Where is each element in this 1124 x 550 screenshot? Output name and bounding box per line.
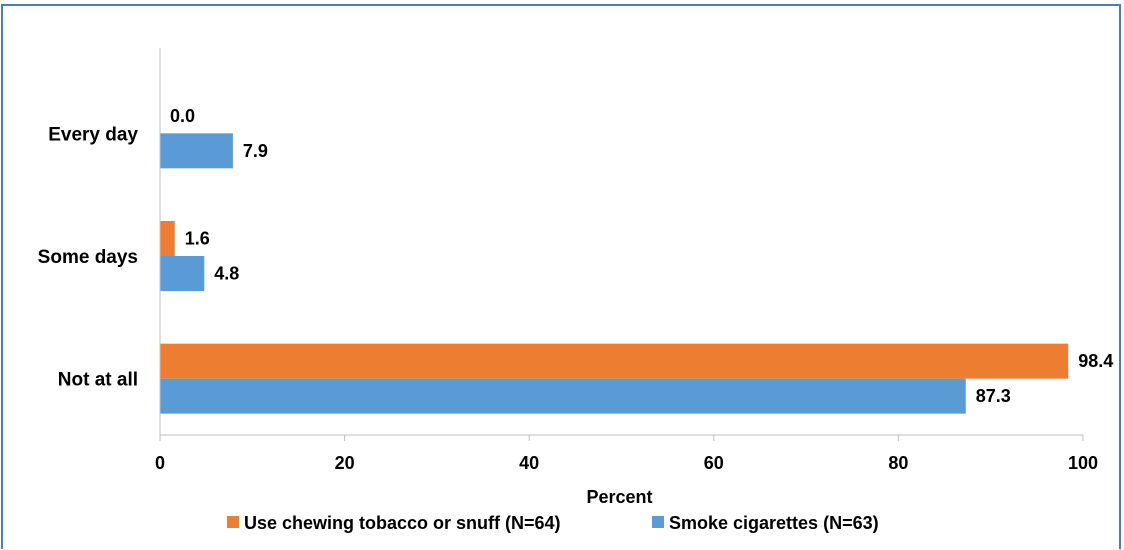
data-label: 0.0 (170, 106, 195, 126)
legend-label: Use chewing tobacco or snuff (N=64) (244, 513, 561, 533)
legend-swatch (652, 516, 664, 528)
category-label: Not at all (58, 370, 138, 391)
bar-cigarettes (160, 133, 233, 169)
bar-chewing-tobacco (160, 221, 175, 256)
data-label: 4.8 (214, 264, 239, 284)
x-tick-label: 40 (519, 453, 539, 473)
category-label: Some days (38, 247, 138, 268)
x-ticks-group: 0 20 40 60 80 100 (155, 435, 1098, 473)
x-tick-label: 80 (888, 453, 908, 473)
x-tick-label: 60 (704, 453, 724, 473)
legend: Use chewing tobacco or snuff (N=64) Smoke… (227, 513, 879, 533)
x-axis-title: Percent (586, 487, 652, 507)
legend-label: Smoke cigarettes (N=63) (669, 513, 879, 533)
category-labels-group: Every day Some days Not at all (38, 124, 139, 390)
x-tick-label: 0 (155, 453, 165, 473)
x-tick-label: 100 (1068, 453, 1098, 473)
category-label: Every day (48, 124, 138, 145)
data-labels-group: 0.0 7.9 1.64.8 98.4 87.3 (170, 106, 1113, 406)
legend-swatch (227, 516, 239, 528)
data-label: 87.3 (976, 386, 1011, 406)
data-label: 1.6 (185, 229, 210, 249)
bar-cigarettes (160, 256, 205, 291)
data-label: 7.9 (243, 141, 268, 161)
bar-cigarettes (160, 378, 966, 414)
bars-group (160, 133, 1069, 414)
data-label: 98.4 (1078, 351, 1113, 371)
bar-chewing-tobacco (160, 343, 1069, 379)
x-tick-label: 20 (335, 453, 355, 473)
